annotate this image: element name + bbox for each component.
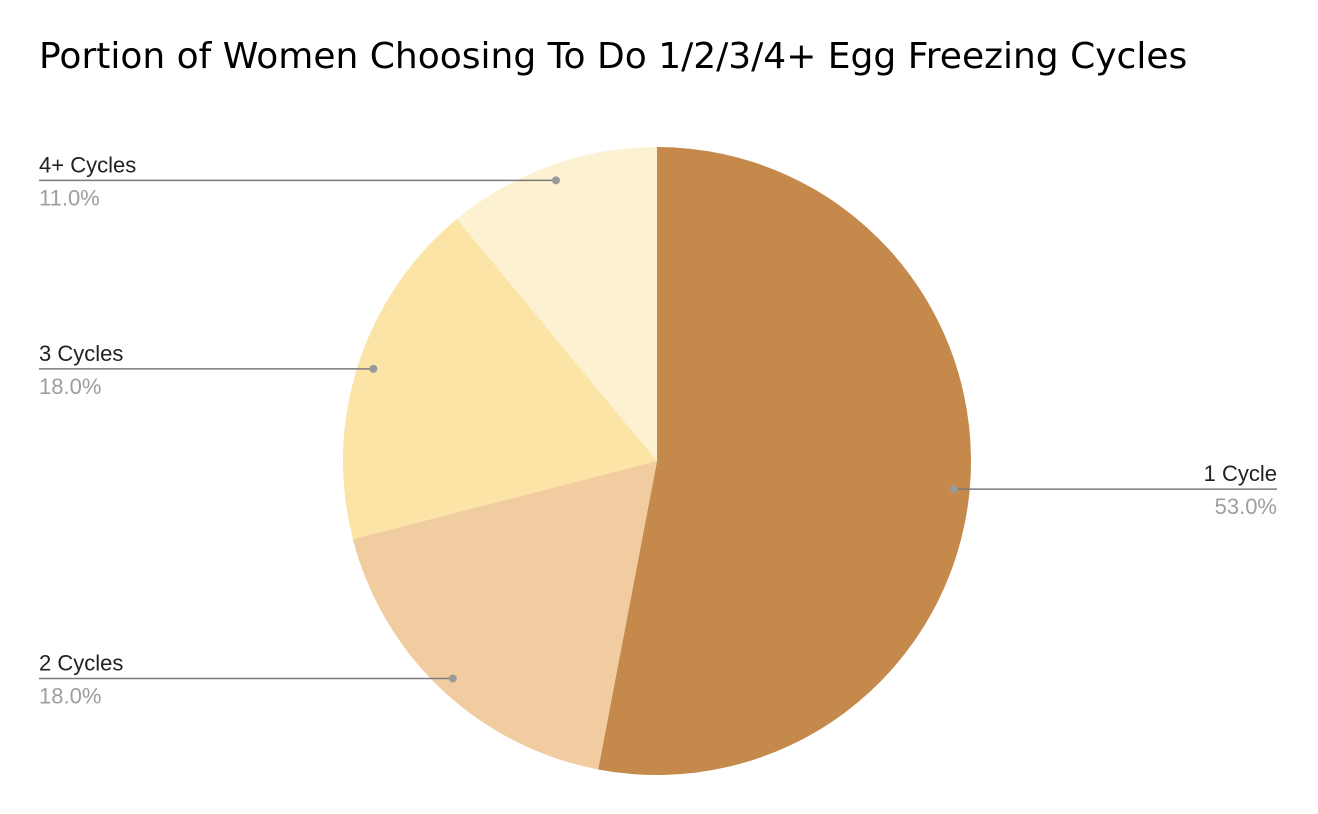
leader-dot-1-cycle [949,485,958,494]
leaders-layer [39,176,1277,683]
slice-label-1-cycle: 1 Cycle [1204,461,1277,486]
labels-layer: 1 Cycle 53.0% 2 Cycles 18.0% 3 Cycles 18.0% 4+… [39,152,1277,708]
chart-title: Portion of Women Choosing To Do 1/2/3/4+… [39,36,1188,77]
pie-slice-3-cycles [342,219,657,540]
leader-dot-3-cycles [369,364,378,373]
pie-slice-1-cycle [598,147,971,775]
slice-percent-2-cycles: 18.0% [39,683,101,708]
slice-label-2-cycles: 2 Cycles [39,650,123,675]
pie-slice-4-plus-cycles [456,147,657,461]
slice-percent-4-plus-cycles: 11.0% [39,185,100,210]
slice-label-3-cycles: 3 Cycles [39,341,123,366]
slice-label-4-plus-cycles: 4+ Cycles [39,152,136,177]
slice-percent-1-cycle: 53.0% [1215,494,1277,519]
pie-slice-2-cycles [352,461,657,770]
slices-layer [342,147,971,775]
slice-percent-3-cycles: 18.0% [39,374,101,399]
leader-dot-2-cycles [448,674,457,683]
leader-dot-4-plus-cycles [551,176,560,185]
